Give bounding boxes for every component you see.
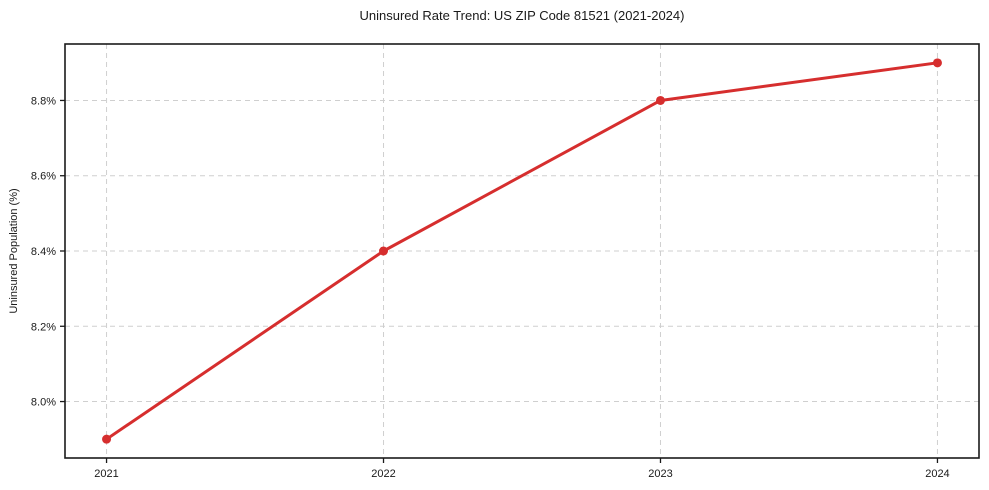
- data-point-marker: [655, 95, 665, 105]
- y-tick-label: 8.4%: [31, 246, 56, 258]
- data-point-marker: [932, 58, 942, 68]
- x-tick-label: 2023: [648, 468, 672, 480]
- x-tick-label: 2022: [371, 468, 395, 480]
- data-point-marker: [102, 434, 112, 444]
- trend-line: [105, 61, 939, 441]
- y-tick-label: 8.2%: [31, 321, 56, 333]
- chart-title: Uninsured Rate Trend: US ZIP Code 81521 …: [359, 8, 685, 23]
- y-tick-label: 8.8%: [31, 95, 56, 107]
- y-tick-label: 8.6%: [31, 171, 56, 183]
- x-tick-label: 2024: [925, 468, 949, 480]
- data-point-marker: [379, 246, 389, 256]
- x-tick-label: 2021: [94, 468, 118, 480]
- y-tick-label: 8.0%: [31, 397, 56, 409]
